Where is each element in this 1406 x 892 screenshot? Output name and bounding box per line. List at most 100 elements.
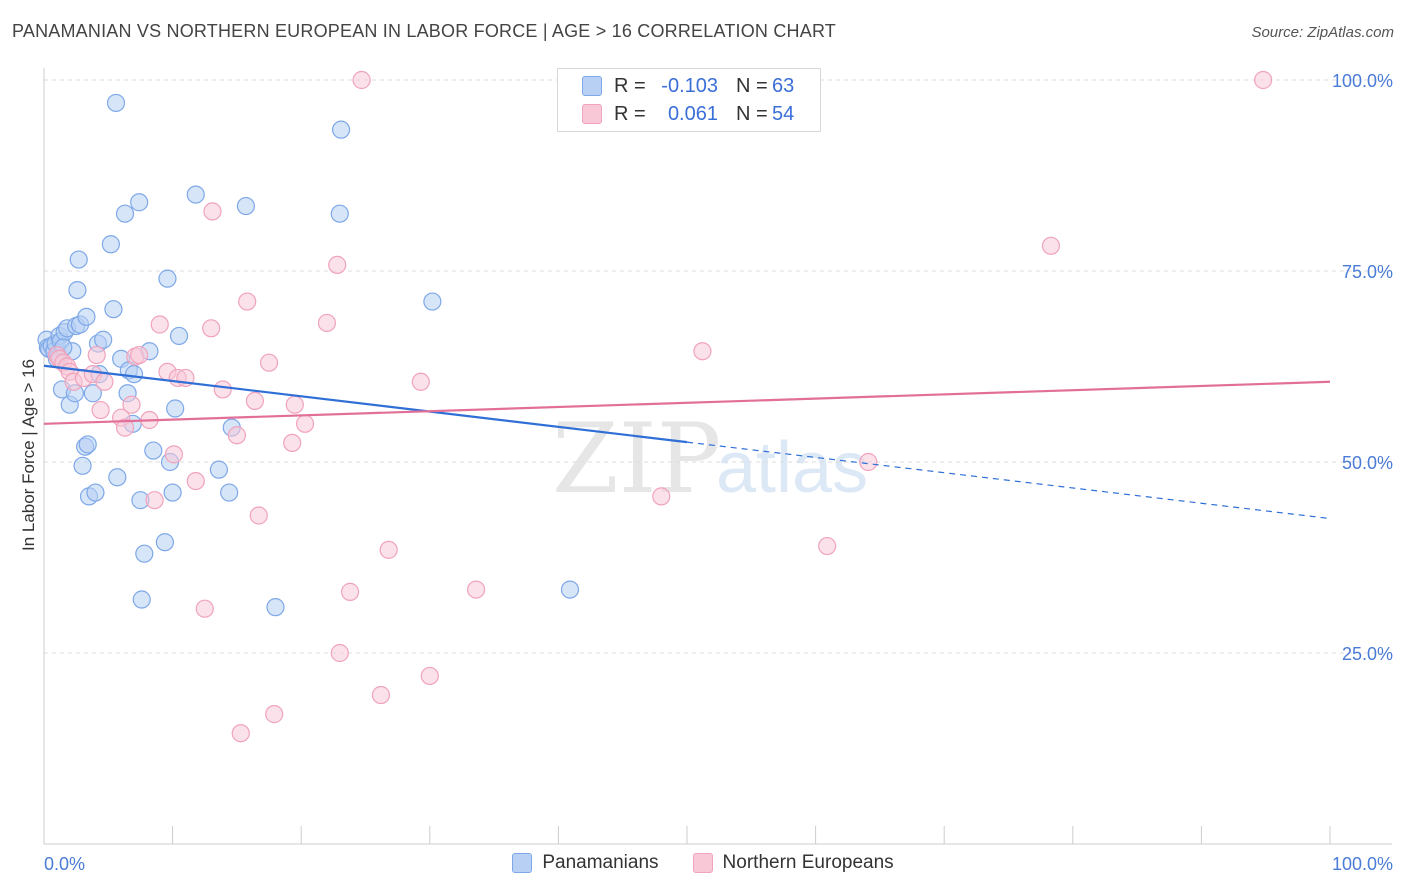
point-northern-europeans [371, 685, 391, 705]
point-northern-europeans [202, 319, 221, 338]
point-northern-europeans [115, 418, 135, 437]
point-northern-europeans [859, 452, 878, 472]
point-panamanians [220, 483, 239, 502]
point-northern-europeans [283, 433, 302, 452]
point-northern-europeans [295, 414, 315, 433]
point-northern-europeans [818, 536, 837, 556]
point-panamanians [144, 441, 163, 460]
point-northern-europeans [186, 472, 205, 491]
legend-item-northern-europeans: Northern Europeans [692, 852, 894, 874]
point-northern-europeans [203, 202, 222, 221]
watermark-atlas: atlas [716, 428, 868, 508]
point-panamanians [104, 300, 123, 319]
point-panamanians [560, 580, 580, 599]
point-northern-europeans [130, 345, 149, 365]
legend-swatch-blue [582, 76, 602, 96]
point-panamanians [77, 307, 96, 326]
point-panamanians [124, 365, 144, 384]
legend-n-label: N = [736, 74, 768, 97]
point-panamanians [236, 196, 256, 216]
point-panamanians [135, 544, 154, 563]
point-northern-europeans [259, 353, 279, 372]
stats-legend: R = -0.103 N = 63 R = 0.061 N = 54 [557, 68, 821, 132]
point-northern-europeans [195, 599, 214, 618]
y-axis-label: In Labor Force | Age > 16 [19, 359, 38, 551]
point-northern-europeans [693, 342, 712, 361]
point-northern-europeans [238, 292, 257, 311]
point-panamanians [330, 204, 349, 223]
trendline-extension [686, 441, 1331, 520]
point-panamanians [94, 330, 113, 349]
watermark-zip: ZIP [552, 403, 721, 515]
legend-row-northern-europeans: R = 0.061 N = 54 [582, 101, 794, 127]
legend-r-label: R = [614, 102, 646, 125]
trendline-northern-europeans [43, 380, 1331, 425]
point-panamanians [166, 399, 185, 418]
point-northern-europeans [285, 395, 304, 414]
point-northern-europeans [1041, 236, 1061, 255]
point-northern-europeans [231, 724, 250, 743]
point-panamanians [101, 235, 120, 254]
legend-row-panamanians: R = -0.103 N = 63 [582, 73, 794, 99]
point-panamanians [209, 460, 228, 479]
point-northern-europeans [265, 705, 284, 724]
point-panamanians [106, 93, 126, 113]
point-northern-europeans [340, 582, 360, 601]
y-tick-label: 50.0% [1342, 453, 1393, 473]
point-panamanians [69, 250, 88, 269]
y-tick-label: 100.0% [1332, 71, 1393, 91]
point-northern-europeans [411, 372, 430, 391]
y-tick-label: 75.0% [1342, 262, 1393, 282]
point-northern-europeans [213, 380, 232, 399]
point-northern-europeans [379, 540, 398, 559]
trendline-panamanians [43, 364, 688, 444]
point-panamanians [266, 598, 285, 617]
point-northern-europeans [91, 400, 110, 420]
point-northern-europeans [164, 445, 183, 464]
point-northern-europeans [227, 426, 246, 445]
point-panamanians [186, 185, 205, 204]
point-northern-europeans [330, 643, 349, 663]
legend-series-name: Panamanians [542, 852, 659, 873]
x-tick-label: 100.0% [1332, 854, 1393, 874]
point-northern-europeans [652, 487, 671, 506]
point-panamanians [86, 483, 105, 502]
point-northern-europeans [122, 395, 141, 414]
point-panamanians [73, 456, 92, 475]
x-tick-label: 0.0% [44, 854, 85, 874]
point-northern-europeans [328, 255, 347, 274]
point-panamanians [115, 204, 135, 223]
legend-swatch-pink [582, 104, 602, 124]
point-panamanians [423, 292, 442, 311]
point-northern-europeans [249, 506, 268, 525]
legend-item-panamanians: Panamanians [512, 852, 659, 874]
point-northern-europeans [420, 666, 439, 686]
legend-swatch-pink [692, 853, 713, 873]
legend-series-name: Northern Europeans [722, 852, 894, 873]
point-panamanians [83, 384, 102, 403]
series-legend: Panamanians Northern Europeans [0, 852, 1406, 874]
point-northern-europeans [466, 580, 486, 599]
point-northern-europeans [150, 315, 169, 334]
point-northern-europeans [95, 372, 114, 391]
point-northern-europeans [87, 345, 106, 365]
legend-swatch-blue [512, 853, 533, 873]
point-northern-europeans [352, 70, 371, 90]
point-panamanians [158, 269, 177, 288]
y-tick-label: 25.0% [1342, 644, 1393, 664]
point-northern-europeans [317, 313, 337, 333]
legend-r-value: 0.061 [667, 102, 718, 125]
legend-r-value: -0.103 [661, 74, 718, 97]
point-panamanians [169, 326, 189, 346]
legend-n-value: 54 [772, 102, 795, 125]
point-panamanians [163, 483, 182, 502]
point-northern-europeans [1254, 70, 1273, 90]
point-panamanians [132, 590, 151, 609]
point-northern-europeans [245, 391, 265, 410]
point-panamanians [108, 468, 127, 487]
legend-n-value: 63 [772, 74, 795, 97]
point-northern-europeans [145, 491, 164, 510]
point-panamanians [331, 120, 351, 139]
point-panamanians [78, 435, 97, 454]
